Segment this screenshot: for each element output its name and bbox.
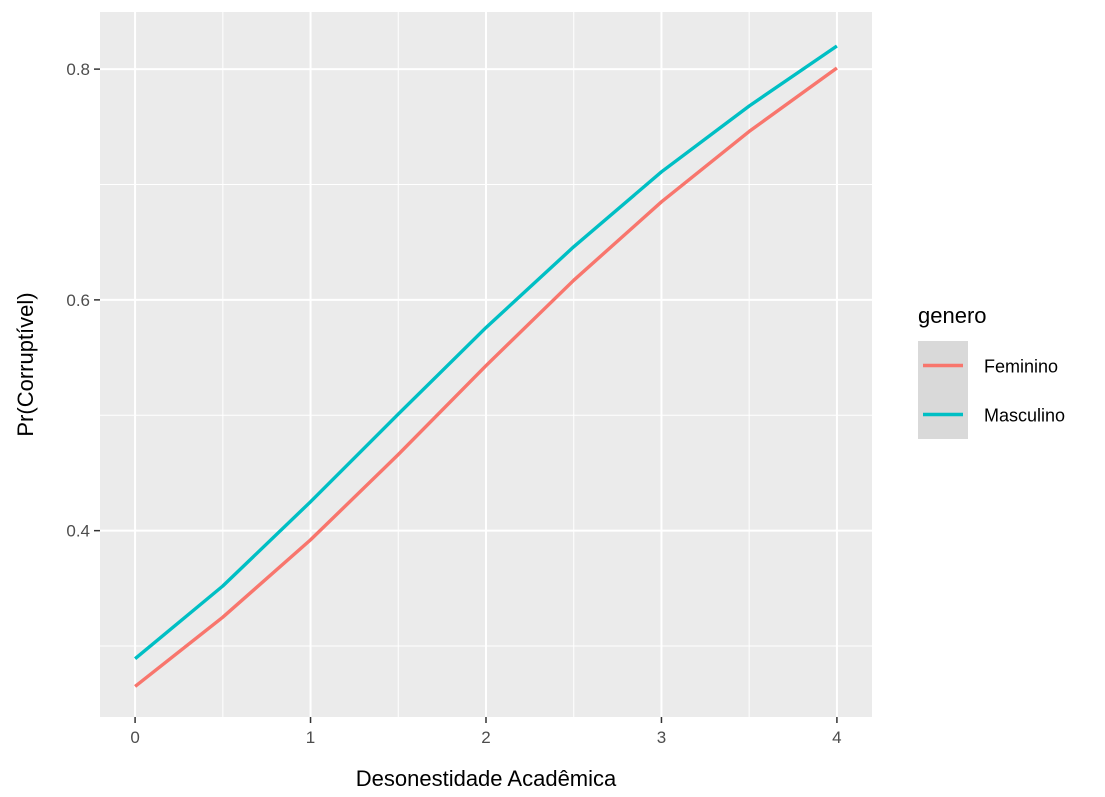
x-tick-label: 3 — [657, 728, 666, 747]
series-line-masculino — [134, 44, 838, 661]
y-axis-title: Pr(Corruptível) — [13, 292, 38, 436]
y-tick-label: 0.6 — [66, 291, 90, 310]
major-grid — [100, 12, 872, 717]
series-lines — [134, 44, 838, 688]
legend: genero Feminino Masculino — [918, 303, 1065, 439]
x-axis-title: Desonestidade Acadêmica — [356, 766, 617, 791]
legend-label-masculino: Masculino — [984, 406, 1065, 426]
x-tick-label: 4 — [832, 728, 841, 747]
legend-title: genero — [918, 303, 987, 328]
y-tick-label: 0.8 — [66, 60, 90, 79]
y-tick-label: 0.4 — [66, 522, 90, 541]
y-axis: 0.4 0.6 0.8 — [66, 60, 100, 541]
x-axis: 0 1 2 3 4 — [130, 717, 842, 747]
legend-keys-background — [918, 341, 968, 439]
series-line-feminino — [134, 66, 838, 688]
x-tick-label: 2 — [481, 728, 490, 747]
legend-label-feminino: Feminino — [984, 357, 1058, 377]
x-tick-label: 0 — [130, 728, 139, 747]
x-tick-label: 1 — [306, 728, 315, 747]
